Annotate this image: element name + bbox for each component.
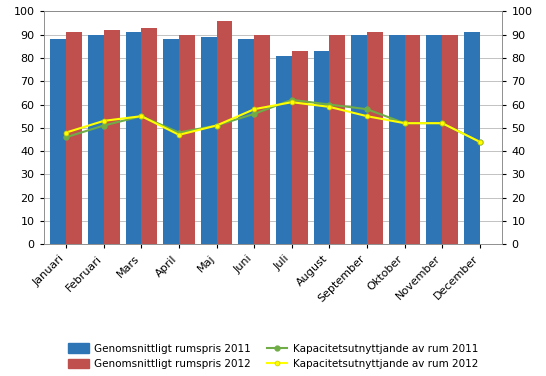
Bar — [329, 35, 345, 244]
Bar — [217, 21, 233, 244]
Bar — [104, 30, 120, 244]
Bar — [126, 32, 141, 244]
Bar — [313, 51, 329, 244]
Bar — [179, 35, 195, 244]
Bar — [367, 32, 383, 244]
Bar — [239, 39, 254, 244]
Bar — [292, 51, 307, 244]
Bar — [88, 35, 104, 244]
Bar — [201, 37, 217, 244]
Bar — [141, 27, 157, 244]
Bar — [464, 32, 480, 244]
Bar — [66, 32, 82, 244]
Legend: Genomsnittligt rumspris 2011, Genomsnittligt rumspris 2012, Kapacitetsutnyttjand: Genomsnittligt rumspris 2011, Genomsnitt… — [63, 338, 483, 374]
Bar — [254, 35, 270, 244]
Bar — [276, 56, 292, 244]
Bar — [442, 35, 458, 244]
Bar — [163, 39, 179, 244]
Bar — [405, 35, 420, 244]
Bar — [426, 35, 442, 244]
Bar — [50, 39, 66, 244]
Bar — [351, 35, 367, 244]
Bar — [389, 35, 405, 244]
